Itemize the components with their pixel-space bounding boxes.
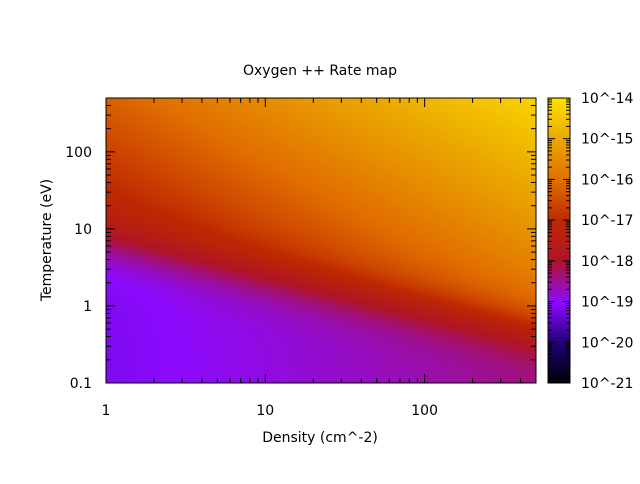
colorbar-gradient [548, 98, 570, 383]
heatmap-field [106, 98, 536, 383]
colorbar: 10^-21 10^-20 10^-19 10^-18 10^-17 10^-16 10^-… [547, 91, 634, 392]
colorbar-tick-label: 10^-21 [581, 376, 633, 392]
colorbar-tick-label: 10^-20 [581, 335, 633, 351]
colorbar-tick-label: 10^-17 [581, 213, 633, 229]
colorbar-tick-label: 10^-18 [581, 254, 633, 270]
plot-area [105, 97, 537, 384]
colorbar-tick-label: 10^-14 [581, 91, 634, 107]
chart-title: Oxygen ++ Rate map [243, 63, 397, 79]
x-tick-label: 1 [102, 403, 111, 419]
y-tick-label: 1 [83, 299, 92, 315]
x-axis-ticks: 1 10 100 [102, 98, 537, 419]
colorbar-tick-label: 10^-15 [581, 132, 633, 148]
x-tick-label: 10 [256, 403, 274, 419]
y-tick-label: 0.1 [70, 376, 92, 392]
y-axis-ticks: 0.1 1 10 100 [65, 97, 536, 392]
y-tick-label: 10 [74, 222, 92, 238]
x-tick-label: 100 [411, 403, 438, 419]
y-axis-label: Temperature (eV) [39, 179, 55, 302]
colorbar-tick-label: 10^-16 [581, 172, 634, 188]
colorbar-frame [547, 97, 571, 384]
x-axis-label: Density (cm^-2) [262, 430, 378, 446]
colorbar-tick-label: 10^-19 [581, 295, 633, 311]
y-tick-label: 100 [65, 145, 92, 161]
